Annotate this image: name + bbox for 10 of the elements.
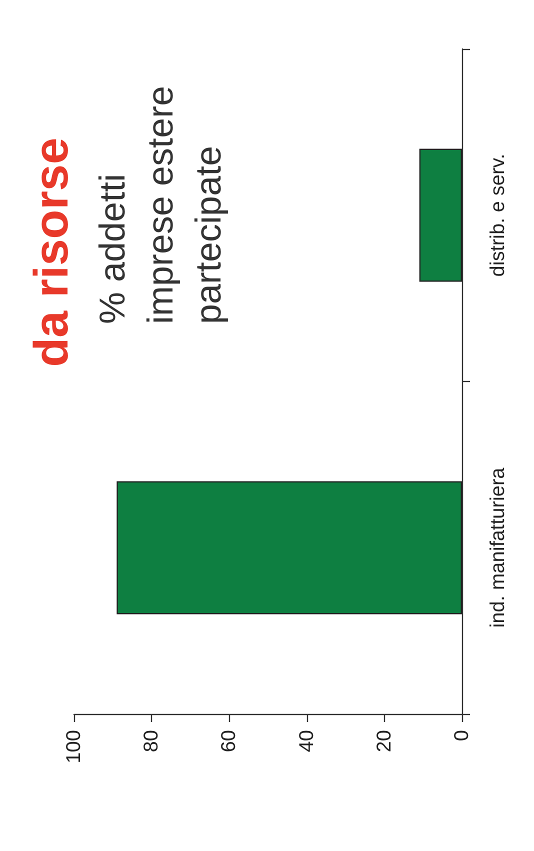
x-tick-label: 0 — [451, 730, 473, 742]
x-tick-label: 20 — [373, 730, 396, 752]
text: % addetti imprese estere partecipate — [92, 86, 228, 324]
y-tick-label: ind. manifatturiera — [487, 466, 509, 628]
y-tick-label: distrib. e serv. — [487, 154, 509, 277]
x-tick-label: 100 — [63, 730, 85, 764]
x-tick-label: 40 — [296, 730, 318, 752]
x-tick-label: 80 — [140, 730, 163, 752]
x-tick-label: 60 — [218, 730, 240, 752]
text: da risorse — [26, 138, 78, 367]
